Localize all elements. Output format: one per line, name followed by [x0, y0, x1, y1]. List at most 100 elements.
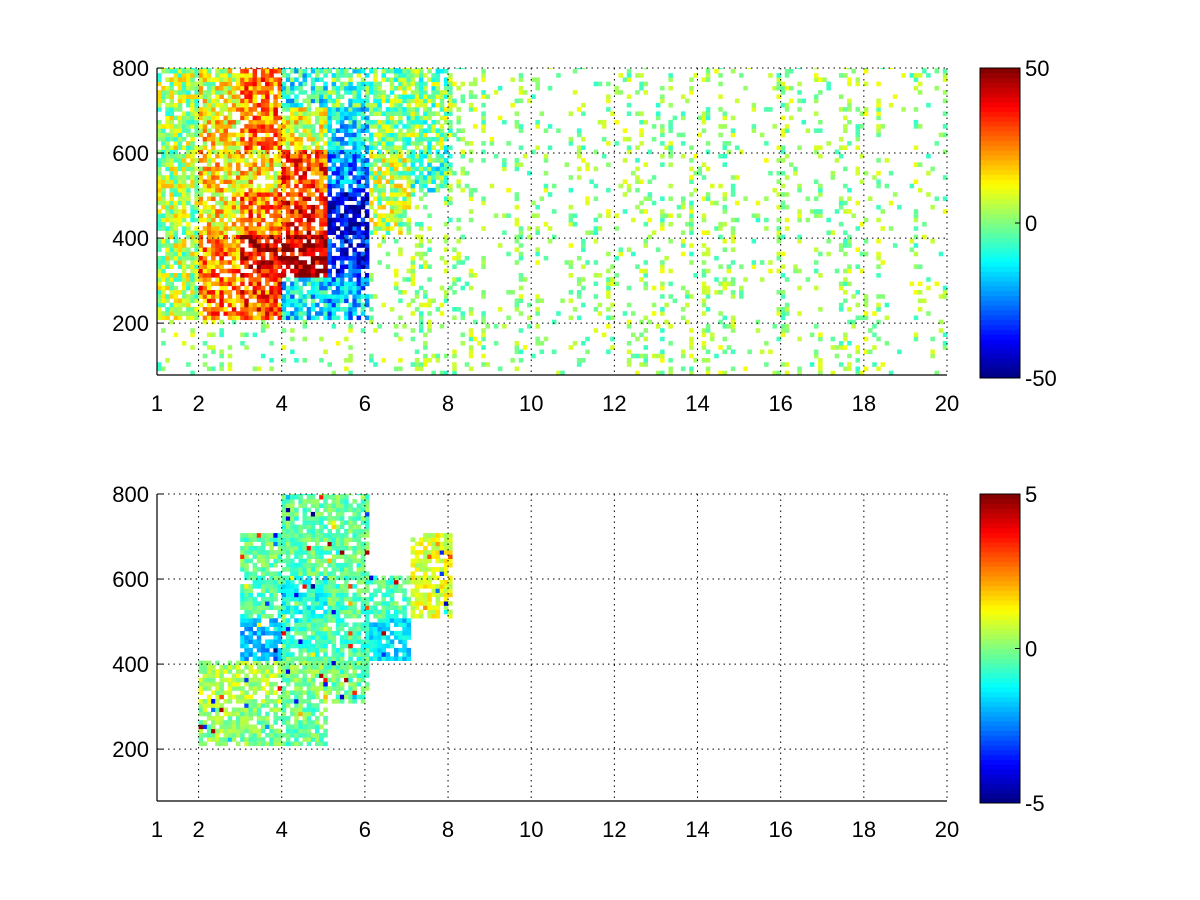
- heatmap-cell: [606, 268, 611, 274]
- heatmap-cell: [847, 107, 852, 112]
- heatmap-cell: [186, 187, 191, 193]
- heatmap-cell: [194, 73, 199, 78]
- heatmap-cell: [410, 179, 416, 184]
- heatmap-cell: [260, 73, 266, 78]
- heatmap-cell: [177, 290, 183, 295]
- heatmap-cell: [236, 85, 241, 91]
- heatmap-cell: [298, 132, 303, 138]
- heatmap-cell: [593, 281, 599, 287]
- heatmap-cell: [398, 187, 403, 193]
- heatmap-cell: [705, 115, 711, 121]
- heatmap-cell: [198, 77, 204, 82]
- heatmap-cell: [273, 226, 278, 231]
- heatmap-cell: [934, 370, 939, 376]
- heatmap-cell: [165, 230, 170, 235]
- heatmap-cell: [443, 90, 449, 95]
- heatmap-cell: [876, 366, 881, 372]
- heatmap-cell: [410, 298, 416, 304]
- heatmap-cell: [256, 592, 262, 598]
- heatmap-cell: [265, 81, 270, 87]
- heatmap-cell: [260, 213, 266, 218]
- heatmap-cell: [215, 153, 220, 159]
- heatmap-cell: [165, 315, 170, 321]
- heatmap-cell: [394, 119, 399, 125]
- heatmap-cell: [402, 175, 407, 180]
- heatmap-cell: [240, 592, 245, 598]
- heatmap-cell: [398, 217, 403, 223]
- heatmap-cell: [240, 230, 245, 235]
- heatmap-cell: [402, 85, 407, 91]
- heatmap-cell: [173, 77, 179, 82]
- heatmap-cell: [240, 635, 245, 640]
- heatmap-cell: [173, 192, 179, 197]
- heatmap-cell: [838, 285, 844, 291]
- heatmap-cell: [248, 652, 253, 657]
- heatmap-cell: [206, 136, 212, 142]
- heatmap-cell: [838, 107, 844, 112]
- heatmap-cell: [668, 294, 673, 299]
- heatmap-cell: [211, 170, 216, 176]
- heatmap-cell: [813, 260, 819, 265]
- heatmap-cell: [572, 307, 578, 312]
- heatmap-cell: [265, 226, 270, 231]
- heatmap-cell: [410, 255, 416, 261]
- heatmap-cell: [651, 124, 657, 129]
- heatmap-cell: [161, 187, 166, 193]
- heatmap-cell: [369, 141, 374, 146]
- heatmap-cell: [319, 183, 324, 189]
- heatmap-cell: [502, 324, 507, 329]
- heatmap-cell: [194, 307, 199, 312]
- heatmap-cell: [285, 94, 291, 99]
- heatmap-cell: [306, 213, 312, 218]
- heatmap-cell: [385, 141, 391, 146]
- heatmap-cell: [460, 260, 465, 265]
- heatmap-cell: [394, 209, 399, 214]
- heatmap-cell: [169, 277, 174, 282]
- heatmap-cell: [240, 643, 245, 649]
- heatmap-cell: [231, 68, 237, 70]
- heatmap-cell: [876, 294, 881, 299]
- heatmap-cell: [705, 307, 711, 312]
- heatmap-cell: [169, 102, 174, 108]
- heatmap-cell: [610, 315, 615, 321]
- heatmap-cell: [223, 204, 228, 210]
- heatmap-cell: [161, 200, 166, 206]
- heatmap-cell: [294, 298, 299, 304]
- heatmap-cell: [198, 699, 204, 704]
- heatmap-cell: [439, 107, 445, 112]
- heatmap-cell: [639, 353, 644, 359]
- heatmap-cell: [194, 119, 199, 125]
- heatmap-cell: [157, 119, 162, 125]
- heatmap-cell: [813, 349, 819, 355]
- heatmap-cell: [161, 285, 166, 291]
- heatmap-cell: [202, 264, 208, 269]
- heatmap-cell: [269, 111, 274, 116]
- heatmap-cell: [269, 230, 274, 235]
- heatmap-cell: [448, 187, 453, 193]
- heatmap-cell: [190, 145, 195, 150]
- heatmap-cell: [423, 85, 428, 91]
- heatmap-cell: [269, 102, 274, 108]
- heatmap-cell: [260, 115, 266, 121]
- heatmap-cell: [248, 315, 253, 321]
- heatmap-cell: [256, 302, 262, 308]
- heatmap-cell: [186, 285, 191, 291]
- heatmap-cell: [643, 68, 648, 70]
- heatmap-cell: [730, 319, 736, 325]
- heatmap-cell: [364, 94, 370, 99]
- heatmap-cell: [236, 179, 241, 184]
- heatmap-cell: [198, 158, 204, 163]
- heatmap-cell: [344, 132, 349, 138]
- heatmap-cell: [177, 98, 183, 104]
- heatmap-cell: [784, 102, 790, 108]
- heatmap-cell: [231, 192, 237, 197]
- heatmap-cell: [219, 153, 224, 159]
- heatmap-cell: [843, 243, 848, 248]
- heatmap-cell: [194, 90, 199, 95]
- heatmap-cell: [315, 294, 320, 299]
- heatmap-cell: [331, 153, 337, 159]
- heatmap-cell: [323, 68, 328, 74]
- heatmap-cell: [830, 175, 836, 180]
- heatmap-cell: [909, 247, 915, 252]
- heatmap-cell: [157, 238, 162, 244]
